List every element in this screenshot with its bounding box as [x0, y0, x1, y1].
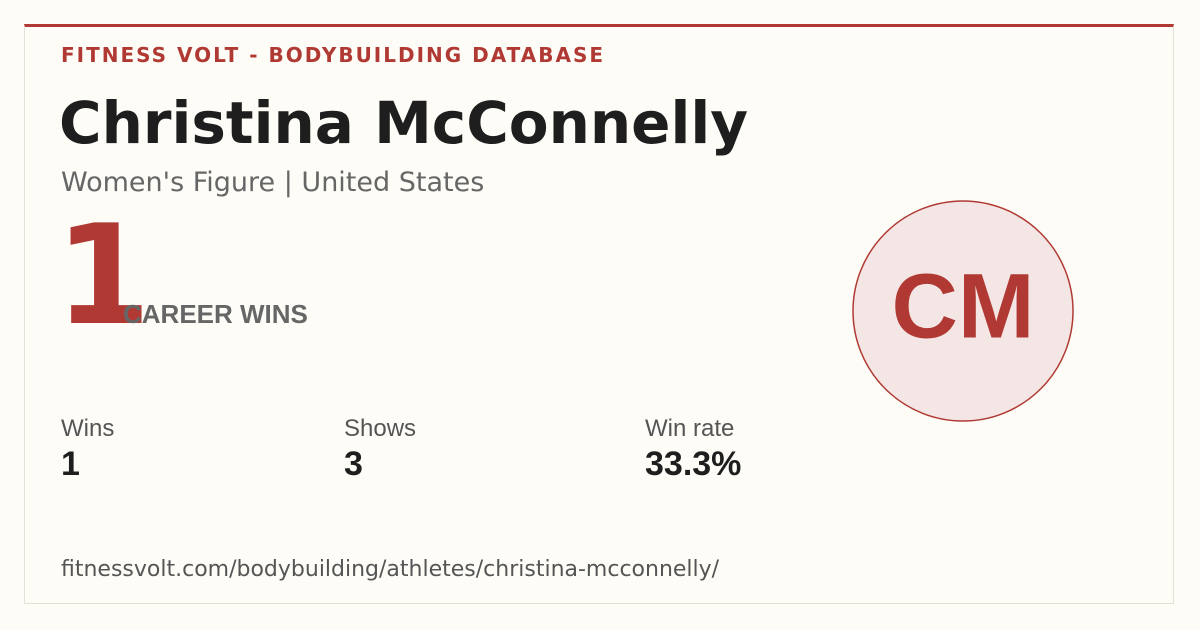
- stat-label: Shows: [344, 415, 417, 442]
- stat-label: Win rate: [645, 415, 735, 442]
- athlete-name: Christina McConnelly: [59, 89, 749, 157]
- card: FITNESS VOLT - BODYBUILDING DATABASE Chr…: [24, 24, 1174, 604]
- headline-value: 1: [55, 195, 152, 356]
- athlete-subtitle: Women's Figure | United States: [61, 167, 485, 198]
- avatar: CM: [852, 200, 1074, 422]
- brand: FITNESS VOLT - BODYBUILDING DATABASE: [61, 43, 606, 67]
- avatar-initials: CM: [891, 255, 1034, 357]
- stat-value: 3: [344, 445, 363, 483]
- stat-value: 33.3%: [645, 445, 742, 483]
- stat-value: 1: [61, 445, 80, 483]
- url: fitnessvolt.com/bodybuilding/athletes/ch…: [61, 557, 720, 582]
- stat-label: Wins: [61, 415, 115, 442]
- avatar-circle: [852, 200, 1074, 422]
- headline-label: CAREER WINS: [123, 299, 308, 329]
